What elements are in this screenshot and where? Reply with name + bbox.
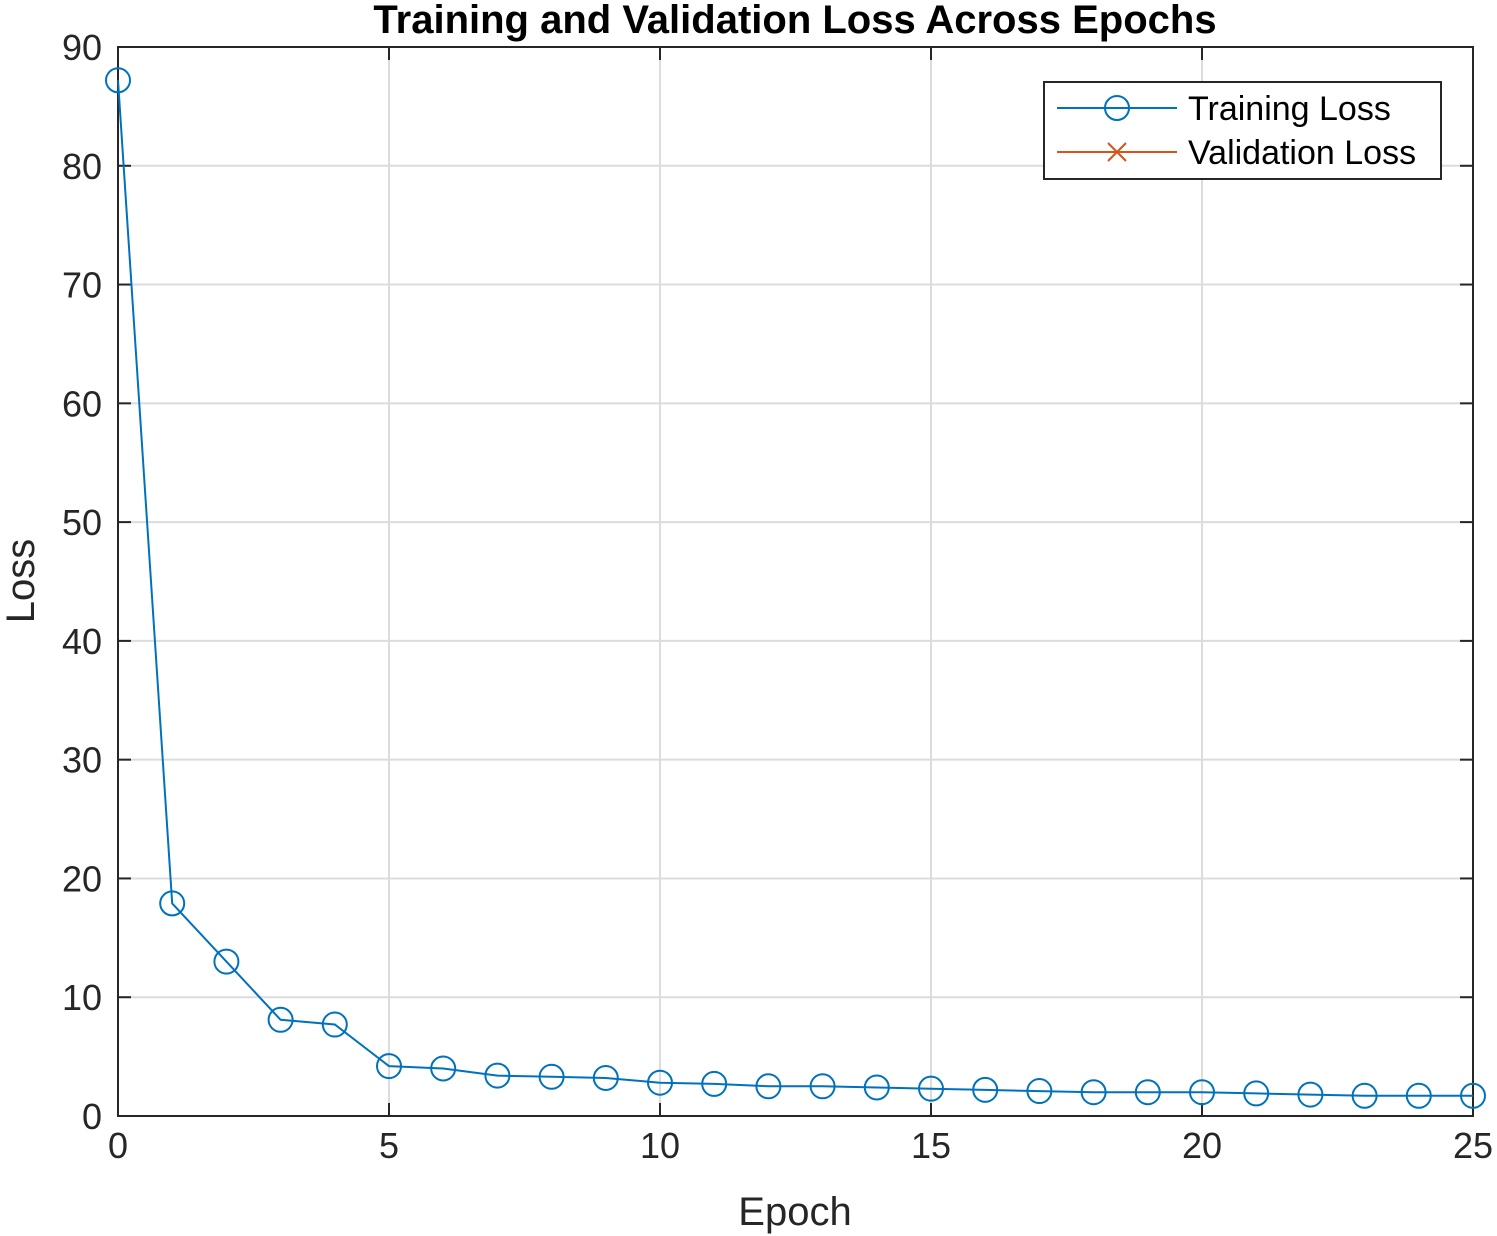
x-tick-label-5: 25 (1453, 1125, 1493, 1166)
plot-area-frame (117, 46, 1474, 1117)
x-tick-label-4: 20 (1182, 1125, 1222, 1166)
chart-title: Training and Validation Loss Across Epoc… (373, 0, 1216, 42)
legend-validation-marker (1107, 142, 1127, 162)
grid (117, 46, 1474, 1117)
training-loss-point-3 (267, 1006, 294, 1033)
y-tick-label-4: 40 (62, 621, 102, 662)
y-axis-label: Loss (0, 539, 43, 624)
training-loss-point-15 (918, 1075, 944, 1102)
training-loss-point-2 (213, 948, 240, 975)
training-loss-point-11 (701, 1070, 728, 1097)
y-tick-label-3: 30 (62, 740, 102, 781)
training-loss-point-0 (105, 67, 131, 94)
legend-training-label: Training Loss (1188, 90, 1391, 128)
training-loss-point-18 (1080, 1079, 1107, 1106)
training-loss-point-24 (1405, 1082, 1432, 1109)
legend: Training Loss Validation Loss (1043, 81, 1442, 180)
training-loss-point-21 (1243, 1080, 1270, 1107)
y-tick-label-9: 90 (62, 27, 102, 68)
training-loss-point-22 (1297, 1081, 1324, 1108)
training-loss-line (117, 80, 1473, 1097)
training-loss-point-9 (592, 1064, 619, 1091)
training-loss-point-10 (647, 1069, 673, 1096)
training-loss-point-20 (1189, 1079, 1215, 1106)
y-tick-label-7: 70 (62, 265, 102, 306)
training-loss-point-8 (538, 1063, 565, 1090)
training-loss-point-23 (1351, 1082, 1378, 1109)
y-tick-label-6: 60 (62, 383, 102, 424)
training-loss-point-5 (376, 1053, 402, 1080)
x-tick-label-1: 5 (379, 1125, 399, 1166)
training-loss-point-12 (755, 1073, 782, 1100)
training-loss-point-16 (972, 1076, 999, 1103)
y-tick-label-5: 50 (62, 502, 102, 543)
training-loss-point-17 (1026, 1078, 1053, 1105)
training-loss-point-4 (321, 1011, 348, 1038)
y-tick-label-2: 20 (62, 858, 102, 899)
legend-training-marker (1104, 95, 1130, 121)
x-tick-label-0: 0 (108, 1125, 128, 1166)
y-tick-label-1: 10 (62, 977, 102, 1018)
y-tick-label-0: 0 (82, 1096, 102, 1137)
x-tick-label-3: 15 (911, 1125, 951, 1166)
training-loss-point-6 (430, 1055, 457, 1082)
training-loss-point-25 (1460, 1082, 1486, 1109)
training-loss-point-14 (863, 1074, 890, 1101)
series-layer (105, 67, 1486, 1109)
training-loss-point-7 (484, 1062, 511, 1089)
x-axis-label: Epoch (738, 1190, 851, 1234)
training-loss-point-19 (1134, 1079, 1161, 1106)
y-tick-label-8: 80 (62, 146, 102, 187)
x-tick-label-2: 10 (640, 1125, 680, 1166)
training-loss-point-1 (159, 890, 186, 917)
legend-validation-label: Validation Loss (1188, 134, 1416, 172)
training-loss-point-13 (809, 1073, 836, 1100)
axis-ticks: 0 5 10 15 20 25 0 10 20 30 40 50 60 70 80 90 (62, 27, 1493, 1166)
